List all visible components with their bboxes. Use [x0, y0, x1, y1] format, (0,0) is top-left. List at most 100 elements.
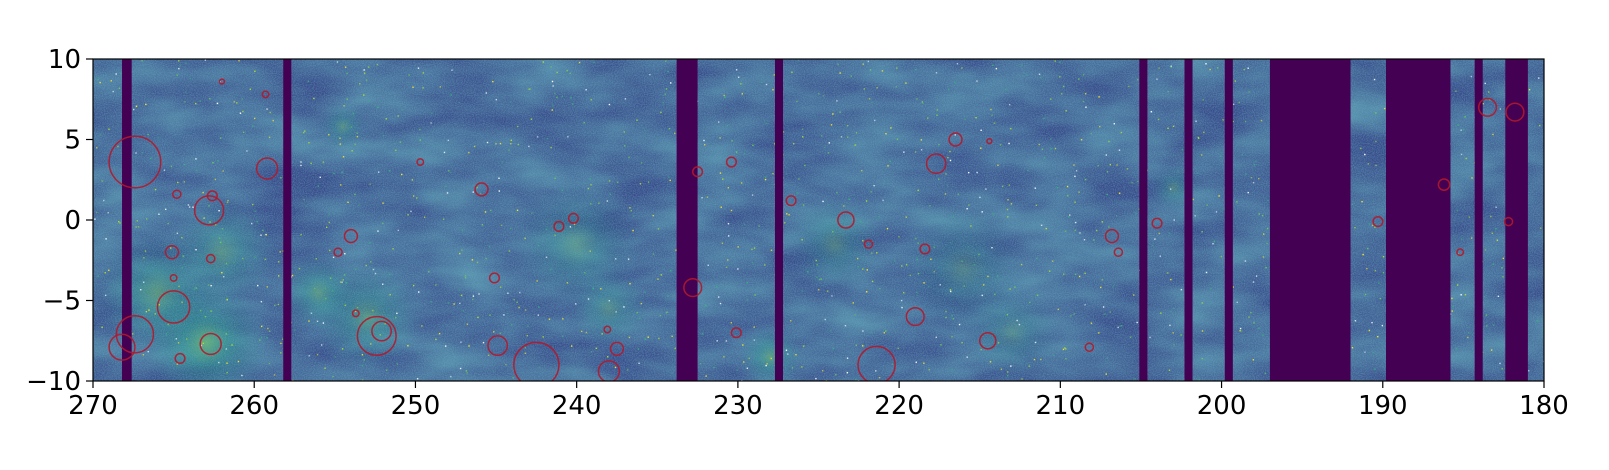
point-source [949, 242, 952, 244]
point-source [341, 348, 344, 350]
point-source [294, 329, 296, 331]
point-source [266, 337, 268, 339]
source-circle [1503, 216, 1514, 227]
point-source [1362, 253, 1364, 256]
point-source [238, 60, 240, 62]
point-source [410, 210, 412, 213]
point-source [871, 252, 873, 254]
point-source [195, 287, 197, 289]
point-source [144, 250, 147, 252]
point-source [531, 212, 533, 214]
point-source [202, 342, 205, 345]
source-circle [978, 331, 997, 350]
point-source [935, 72, 938, 74]
y-tick-label: −5 [43, 287, 81, 317]
point-source [195, 248, 197, 251]
point-source [954, 134, 956, 136]
point-source [657, 228, 660, 230]
point-source [548, 318, 551, 320]
point-source [963, 285, 965, 287]
point-source [1062, 348, 1065, 351]
point-source [746, 367, 749, 369]
point-source [615, 258, 617, 260]
point-source [976, 171, 978, 174]
point-source [1371, 224, 1374, 227]
point-source [1219, 155, 1222, 157]
point-source [328, 221, 331, 224]
point-source [1006, 375, 1009, 377]
source-circle [205, 253, 216, 264]
point-source [1010, 203, 1013, 205]
point-source [435, 284, 437, 286]
point-source [453, 303, 455, 305]
point-source [251, 222, 253, 225]
point-source [513, 298, 515, 301]
point-source [862, 240, 864, 242]
point-source [170, 360, 173, 362]
point-source [411, 179, 414, 181]
point-source [1367, 163, 1370, 165]
source-circle [164, 245, 180, 260]
point-source [199, 100, 201, 102]
point-source [991, 247, 993, 249]
point-source [1120, 131, 1123, 134]
point-source [143, 281, 145, 283]
point-source [898, 236, 900, 238]
point-source [575, 303, 577, 305]
point-source [303, 130, 306, 132]
point-source [346, 98, 348, 100]
point-source [871, 101, 873, 104]
point-source [751, 261, 754, 264]
point-source [644, 338, 647, 341]
point-source [1168, 369, 1171, 371]
point-source [233, 261, 236, 264]
point-source [1005, 88, 1007, 91]
point-source [356, 132, 358, 134]
point-source [727, 259, 729, 261]
point-source [527, 88, 530, 90]
point-source [184, 91, 187, 93]
y-tick-label: 0 [64, 206, 81, 236]
point-source [356, 306, 359, 309]
point-source [476, 186, 478, 189]
point-source [975, 117, 977, 119]
point-source [804, 164, 806, 167]
point-source [370, 343, 372, 345]
point-source [259, 339, 261, 341]
coverage-gap [1139, 59, 1148, 381]
point-source [933, 246, 935, 249]
point-source [674, 347, 676, 350]
x-tick-label: 220 [874, 391, 924, 421]
point-source [785, 349, 788, 351]
point-source [1351, 346, 1354, 349]
point-source [1135, 212, 1137, 214]
point-source [1502, 257, 1504, 260]
point-source [1372, 351, 1374, 354]
point-source [1116, 164, 1118, 166]
point-source [354, 193, 356, 196]
point-source [187, 204, 190, 206]
point-source [668, 127, 671, 130]
coverage-gap [1269, 59, 1351, 381]
point-source [339, 143, 341, 145]
point-source [741, 93, 744, 95]
source-circle [597, 360, 621, 381]
point-source [1169, 324, 1171, 327]
point-source [743, 152, 746, 155]
point-source [499, 142, 502, 145]
point-source [1485, 98, 1487, 101]
source-circle [199, 332, 222, 356]
coverage-gap [1184, 59, 1193, 381]
point-source [723, 94, 725, 97]
point-source [1360, 147, 1362, 150]
point-source [97, 275, 99, 277]
point-source [195, 102, 197, 105]
point-source [753, 339, 756, 341]
point-source [489, 314, 491, 316]
point-source [830, 124, 833, 126]
point-source [727, 235, 730, 237]
point-source [239, 112, 242, 114]
point-source [478, 293, 480, 295]
point-source [1021, 378, 1023, 380]
point-source [914, 151, 917, 153]
